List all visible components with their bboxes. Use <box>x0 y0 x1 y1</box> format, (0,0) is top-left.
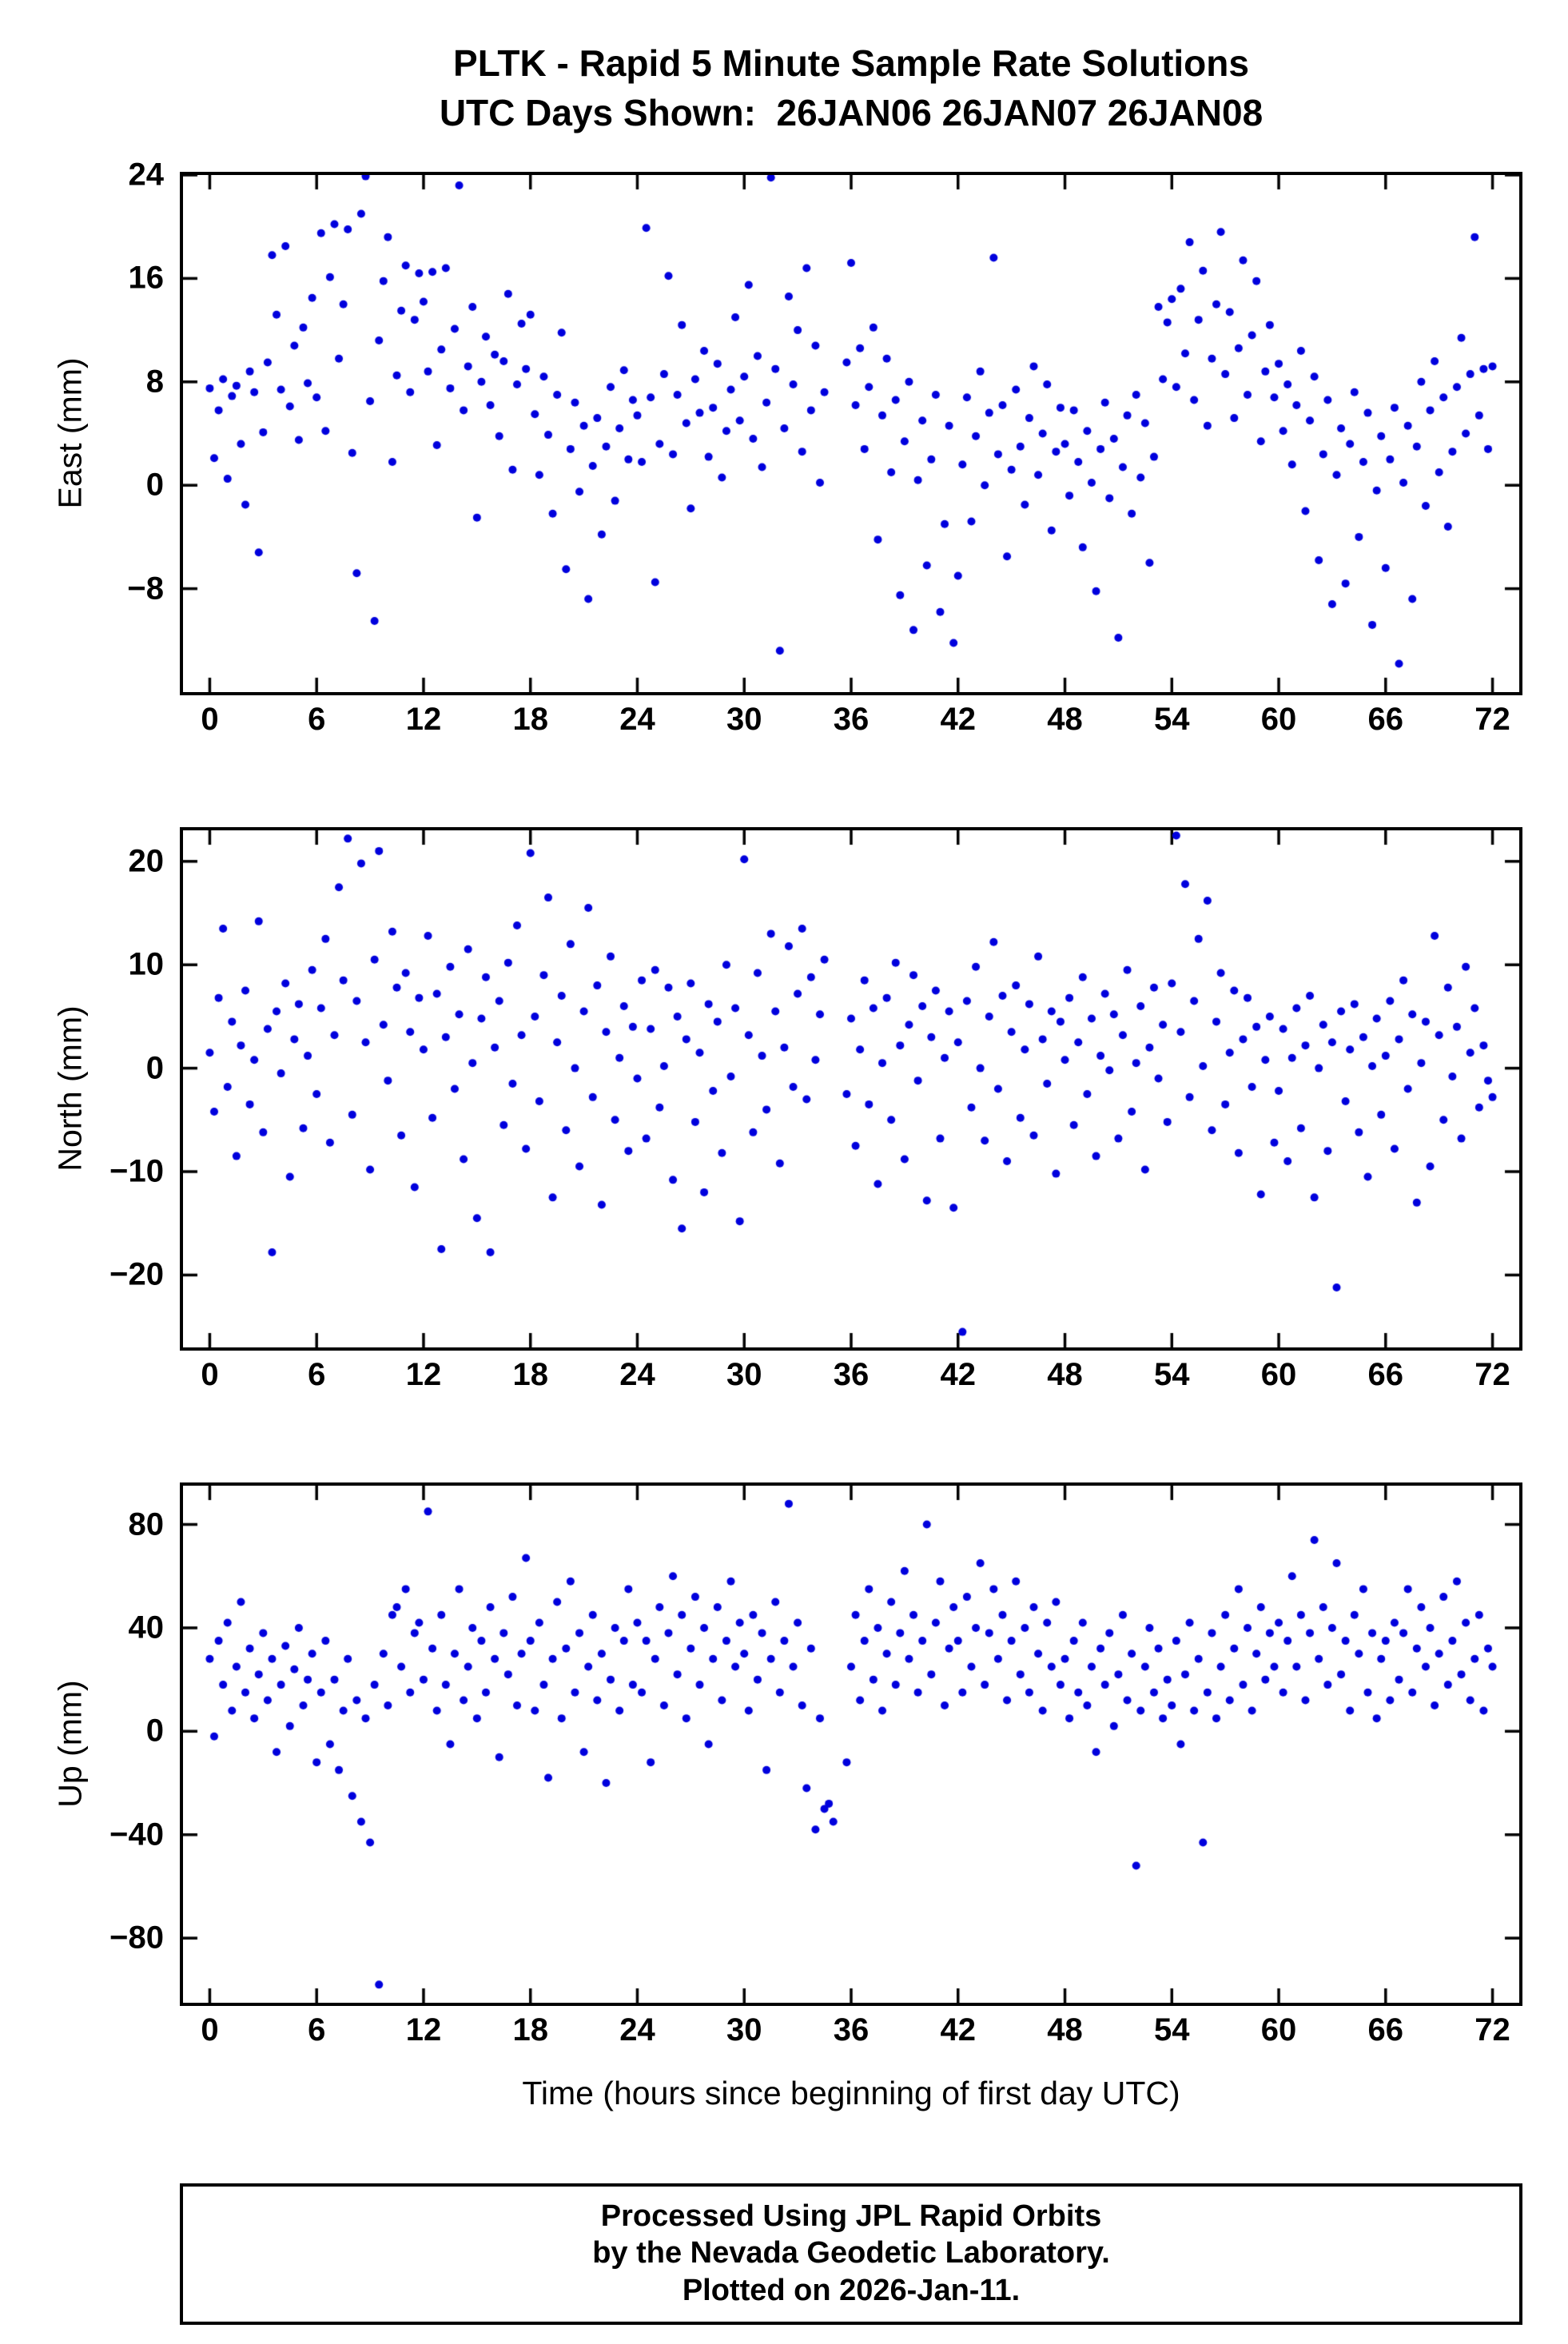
x-tick-label: 0 <box>201 2012 219 2048</box>
x-tick-label: 6 <box>308 2012 326 2048</box>
x-tick-label: 36 <box>833 2012 870 2048</box>
x-tick-label: 18 <box>512 1357 548 1392</box>
panel-up: Up (mm) −80 −40 0 40 80 0 6 12 18 24 30 36 42 48 54 60… <box>0 1482 1568 2048</box>
x-tick-label: 60 <box>1260 702 1297 737</box>
y-tick-label: −80 <box>109 1920 164 1956</box>
y-tick-label: 0 <box>145 1713 164 1749</box>
y-tick-label: 10 <box>128 946 165 982</box>
plot-frame-up <box>180 1482 1522 2006</box>
x-tick-label: 12 <box>405 1357 442 1392</box>
y-tick-labels-up: −80 −40 0 40 80 <box>0 1482 164 2006</box>
y-tick-label: −20 <box>109 1256 164 1292</box>
x-tick-label: 66 <box>1367 2012 1404 2048</box>
x-tick-labels-north: 0 6 12 18 24 30 36 42 48 54 60 66 72 <box>180 1357 1522 1399</box>
chart-title-line1: PLTK - Rapid 5 Minute Sample Rate Soluti… <box>453 42 1249 84</box>
x-tick-label: 54 <box>1154 1357 1190 1392</box>
y-tick-labels-east: −8 0 8 16 24 <box>0 157 165 695</box>
x-tick-label: 48 <box>1047 702 1083 737</box>
x-tick-label: 42 <box>940 1357 977 1392</box>
x-tick-label: 72 <box>1474 1357 1510 1392</box>
x-tick-label: 6 <box>308 702 326 737</box>
x-axis-label: Time (hours since beginning of first day… <box>522 2075 1180 2111</box>
x-tick-label: 36 <box>833 1357 870 1392</box>
x-tick-label: 72 <box>1474 702 1510 737</box>
x-tick-label: 18 <box>512 2012 548 2048</box>
y-tick-label: 80 <box>128 1506 165 1542</box>
y-tick-label: 20 <box>128 843 165 879</box>
x-tick-label: 24 <box>619 2012 655 2048</box>
chart-title-line2: UTC Days Shown: 26JAN06 26JAN07 26JAN08 <box>439 92 1264 133</box>
footer-line3: Plotted on 2026-Jan-11. <box>682 2273 1021 2307</box>
x-tick-label: 66 <box>1367 1357 1404 1392</box>
x-tick-label: 6 <box>308 1357 326 1392</box>
x-tick-label: 42 <box>940 702 977 737</box>
y-tick-label: 24 <box>128 157 165 193</box>
x-tick-label: 0 <box>201 1357 219 1392</box>
x-tick-labels-east: 0 6 12 18 24 30 36 42 48 54 60 66 72 <box>180 702 1522 743</box>
scatter-canvas-east <box>183 175 1519 692</box>
scatter-canvas-north <box>183 830 1519 1347</box>
x-tick-label: 66 <box>1367 702 1404 737</box>
x-tick-label: 54 <box>1154 702 1190 737</box>
x-tick-label: 30 <box>726 702 762 737</box>
x-tick-label: 24 <box>619 1357 655 1392</box>
y-tick-label: 16 <box>128 260 165 296</box>
x-tick-label: 18 <box>512 702 548 737</box>
y-tick-label: 0 <box>145 467 164 503</box>
y-tick-label: −40 <box>109 1817 164 1853</box>
footer-line2: by the Nevada Geodetic Laboratory. <box>592 2236 1110 2270</box>
y-tick-label: −10 <box>109 1153 164 1189</box>
footer-line1: Processed Using JPL Rapid Orbits <box>600 2199 1102 2233</box>
y-tick-label: −8 <box>127 571 164 607</box>
x-tick-label: 24 <box>619 702 655 737</box>
scatter-canvas-up <box>183 1486 1519 2003</box>
footer-box: Processed Using JPL Rapid Orbits by the … <box>180 2183 1522 2326</box>
x-tick-label: 72 <box>1474 2012 1510 2048</box>
x-tick-label: 48 <box>1047 1357 1083 1392</box>
plot-frame-north <box>180 827 1522 1351</box>
plot-frame-east <box>180 172 1522 695</box>
x-tick-labels-up: 0 6 12 18 24 30 36 42 48 54 60 66 72 <box>180 2012 1522 2054</box>
x-tick-label: 0 <box>201 702 219 737</box>
x-tick-label: 36 <box>833 702 870 737</box>
panel-north: North (mm) −20 −10 0 10 20 0 6 12 18 24 30 36 42 48 5… <box>0 827 1568 1392</box>
x-tick-label: 30 <box>726 1357 762 1392</box>
panel-east: East (mm) −8 0 8 16 24 0 6 12 18 24 30 36 42 48 54 60 6… <box>0 157 1568 737</box>
x-tick-label: 60 <box>1260 2012 1297 2048</box>
x-tick-label: 60 <box>1260 1357 1297 1392</box>
x-tick-label: 30 <box>726 2012 762 2048</box>
y-tick-labels-north: −20 −10 0 10 20 <box>0 827 164 1351</box>
y-tick-label: 40 <box>128 1610 165 1646</box>
x-tick-label: 54 <box>1154 2012 1190 2048</box>
x-tick-label: 42 <box>940 2012 977 2048</box>
y-tick-label: 8 <box>145 364 164 400</box>
x-tick-label: 12 <box>405 2012 442 2048</box>
x-tick-label: 48 <box>1047 2012 1083 2048</box>
y-tick-label: 0 <box>145 1050 164 1086</box>
x-tick-label: 12 <box>405 702 442 737</box>
